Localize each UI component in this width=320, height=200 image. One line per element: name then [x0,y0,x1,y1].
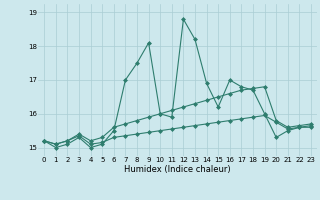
X-axis label: Humidex (Indice chaleur): Humidex (Indice chaleur) [124,165,231,174]
